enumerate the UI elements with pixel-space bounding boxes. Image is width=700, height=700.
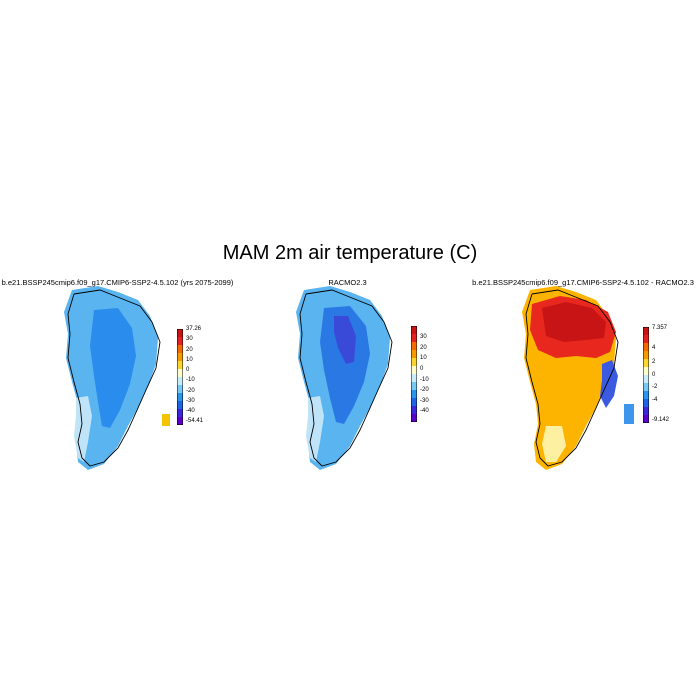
cbar-1-label: 20 [186,347,193,353]
colorbar-swatch [411,350,417,359]
cbar-3-label: -2 [652,384,658,390]
colorbar-swatch [643,415,649,423]
colorbar-swatch [177,385,183,394]
panel-2-coastline [299,289,393,467]
panel-3-svalbard-patch [624,404,634,424]
colorbar-swatch [643,351,649,360]
cbar-1-label: -54.41 [186,418,204,424]
cbar-1-label: 0 [186,367,190,373]
cbar-1-label: -40 [186,408,195,414]
colorbar-swatch [643,383,649,392]
panel-3-south-pale [542,426,566,462]
panel-2-map [296,286,393,470]
colorbar-swatch [411,406,417,415]
colorbar-swatch [177,377,183,386]
cbar-1-label: 10 [186,357,193,363]
colorbar-swatch [643,407,649,416]
panel-2-colorbar [411,326,417,422]
colorbar-swatch [411,382,417,391]
cbar-1-label: 30 [186,336,193,342]
figure-title: MAM 2m air temperature (C) [222,242,478,264]
panel-2-title: RACMO2.3 [328,278,367,287]
colorbar-swatch [643,399,649,408]
colorbar-swatch [643,375,649,384]
colorbar-swatch [643,343,649,352]
cbar-2-label: -10 [420,377,429,383]
colorbar-swatch [177,353,183,362]
panel-1-interior-cold [90,308,136,428]
colorbar-swatch [643,359,649,368]
cbar-1-label: -30 [186,398,195,404]
cbar-1-label: -20 [186,388,195,394]
colorbar-swatch [411,366,417,375]
panel-1-title: b.e21.BSSP245cmip6.f09_g17.CMIP6-SSP2-4.… [1,278,234,287]
cbar-3-label: 0 [652,372,656,378]
panel-3-coastline [525,289,619,467]
cbar-2-label: 20 [420,345,427,351]
colorbar-swatch [177,337,183,346]
cbar-3-label: 2 [652,359,656,365]
colorbar-swatch [411,414,417,422]
colorbar-swatch [643,391,649,400]
panel-3-colorbar [643,327,649,423]
cbar-2-label: -20 [420,387,429,393]
colorbar-swatch [411,334,417,343]
colorbar-swatch [411,390,417,399]
colorbar-swatch [411,374,417,383]
panel-1-colorbar [177,329,183,425]
colorbar-swatch [643,335,649,344]
cbar-2-label: 10 [420,355,427,361]
cbar-3-label: 7.357 [652,325,668,331]
cbar-1-label: 37.26 [186,326,202,332]
colorbar-swatch [643,367,649,376]
colorbar-frame [177,329,183,425]
colorbar-swatch [177,417,183,425]
colorbar-frame [411,326,417,422]
colorbar-swatch [411,358,417,367]
colorbar-swatch [643,327,649,336]
cbar-3-label: -9.142 [652,417,670,423]
panel-3-map [522,286,634,470]
cbar-2-label: 30 [420,334,427,340]
colorbar-swatch [177,401,183,410]
panel-3-east-cold [600,360,618,408]
colorbar-swatch [177,409,183,418]
panel-2-summit-coldest [334,316,356,364]
colorbar-swatch [411,342,417,351]
cbar-1-label: -10 [186,377,195,383]
colorbar-frame [643,327,649,423]
colorbar-swatch [177,345,183,354]
cbar-3-label: -4 [652,397,658,403]
colorbar-swatch [177,369,183,378]
panel-2-interior-cold [320,306,370,424]
cbar-2-label: 0 [420,366,424,372]
panel-1-map [64,286,170,470]
cbar-3-label: 4 [652,345,656,351]
colorbar-swatch [177,393,183,402]
panel-1-coastline [67,289,161,467]
colorbar-swatch [177,329,183,338]
panel-3-title: b.e21.BSSP245cmip6.f09_g17.CMIP6-SSP2-4.… [472,278,694,287]
colorbar-swatch [411,326,417,335]
colorbar-swatch [177,361,183,370]
cbar-2-label: -40 [420,408,429,414]
colorbar-swatch [411,398,417,407]
panel-3-north-core [542,302,606,342]
cbar-2-label: -30 [420,398,429,404]
panel-1-svalbard-patch [162,414,170,426]
